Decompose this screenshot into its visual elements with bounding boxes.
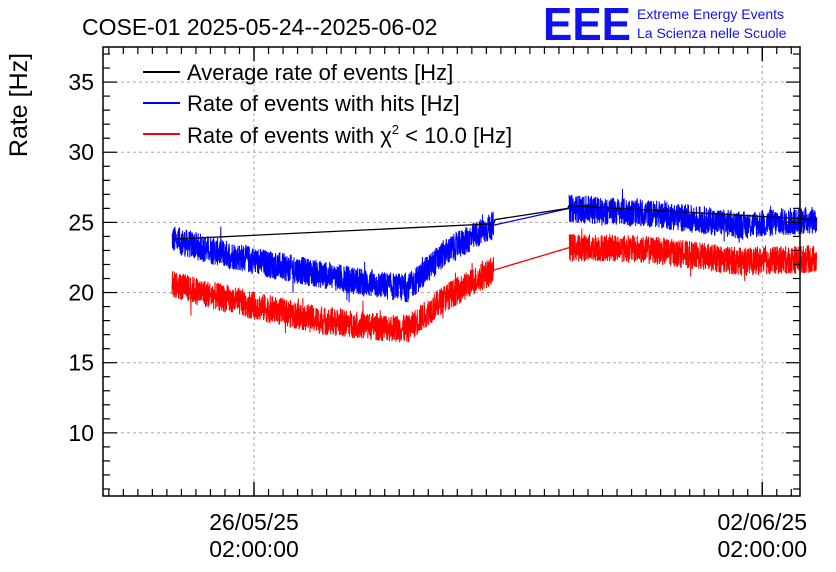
- series-line-hits-segment-1: [171, 211, 495, 303]
- x-tick-label-date: 26/05/25: [209, 509, 299, 535]
- series-line-chi2-segment-1: [171, 257, 495, 343]
- chart-title: COSE-01 2025-05-24--2025-06-02: [82, 14, 437, 40]
- legend-label-chi2: Rate of events with χ2 < 10.0 [Hz]: [187, 122, 512, 148]
- y-tick-label: 30: [68, 139, 94, 165]
- y-tick-label: 25: [68, 209, 94, 235]
- plot-frame: [102, 46, 801, 497]
- y-tick-label: 15: [68, 350, 94, 376]
- data-series: [171, 188, 818, 343]
- eee-logo-text: EEE: [543, 0, 631, 50]
- legend-label-hits: Rate of events with hits [Hz]: [187, 91, 460, 116]
- axes: 10152025303526/05/2502:00:0002/06/2502:0…: [68, 46, 807, 562]
- x-tick-label-time: 02:00:00: [717, 536, 807, 562]
- series-line-hits-segment-2: [568, 188, 818, 243]
- grid: [103, 47, 800, 496]
- legend: Average rate of events [Hz] Rate of even…: [143, 60, 512, 148]
- eee-logo-line2: La Scienza nelle Scuole: [637, 25, 787, 41]
- y-tick-label: 20: [68, 280, 94, 306]
- x-tick-label-time: 02:00:00: [209, 536, 299, 562]
- series-gap-connector: [493, 247, 570, 271]
- x-tick-label-date: 02/06/25: [717, 509, 807, 535]
- eee-logo-line1: Extreme Energy Events: [637, 6, 784, 22]
- legend-label-average: Average rate of events [Hz]: [187, 60, 453, 85]
- y-tick-label: 35: [68, 69, 94, 95]
- series-line-chi2-segment-2: [568, 228, 818, 281]
- y-tick-label: 10: [68, 420, 94, 446]
- series-line-average: [171, 204, 817, 240]
- series-gap-connector: [493, 207, 570, 226]
- eee-logo: EEE Extreme Energy Events La Scienza nel…: [543, 0, 787, 50]
- y-axis-label: Rate [Hz]: [5, 53, 33, 157]
